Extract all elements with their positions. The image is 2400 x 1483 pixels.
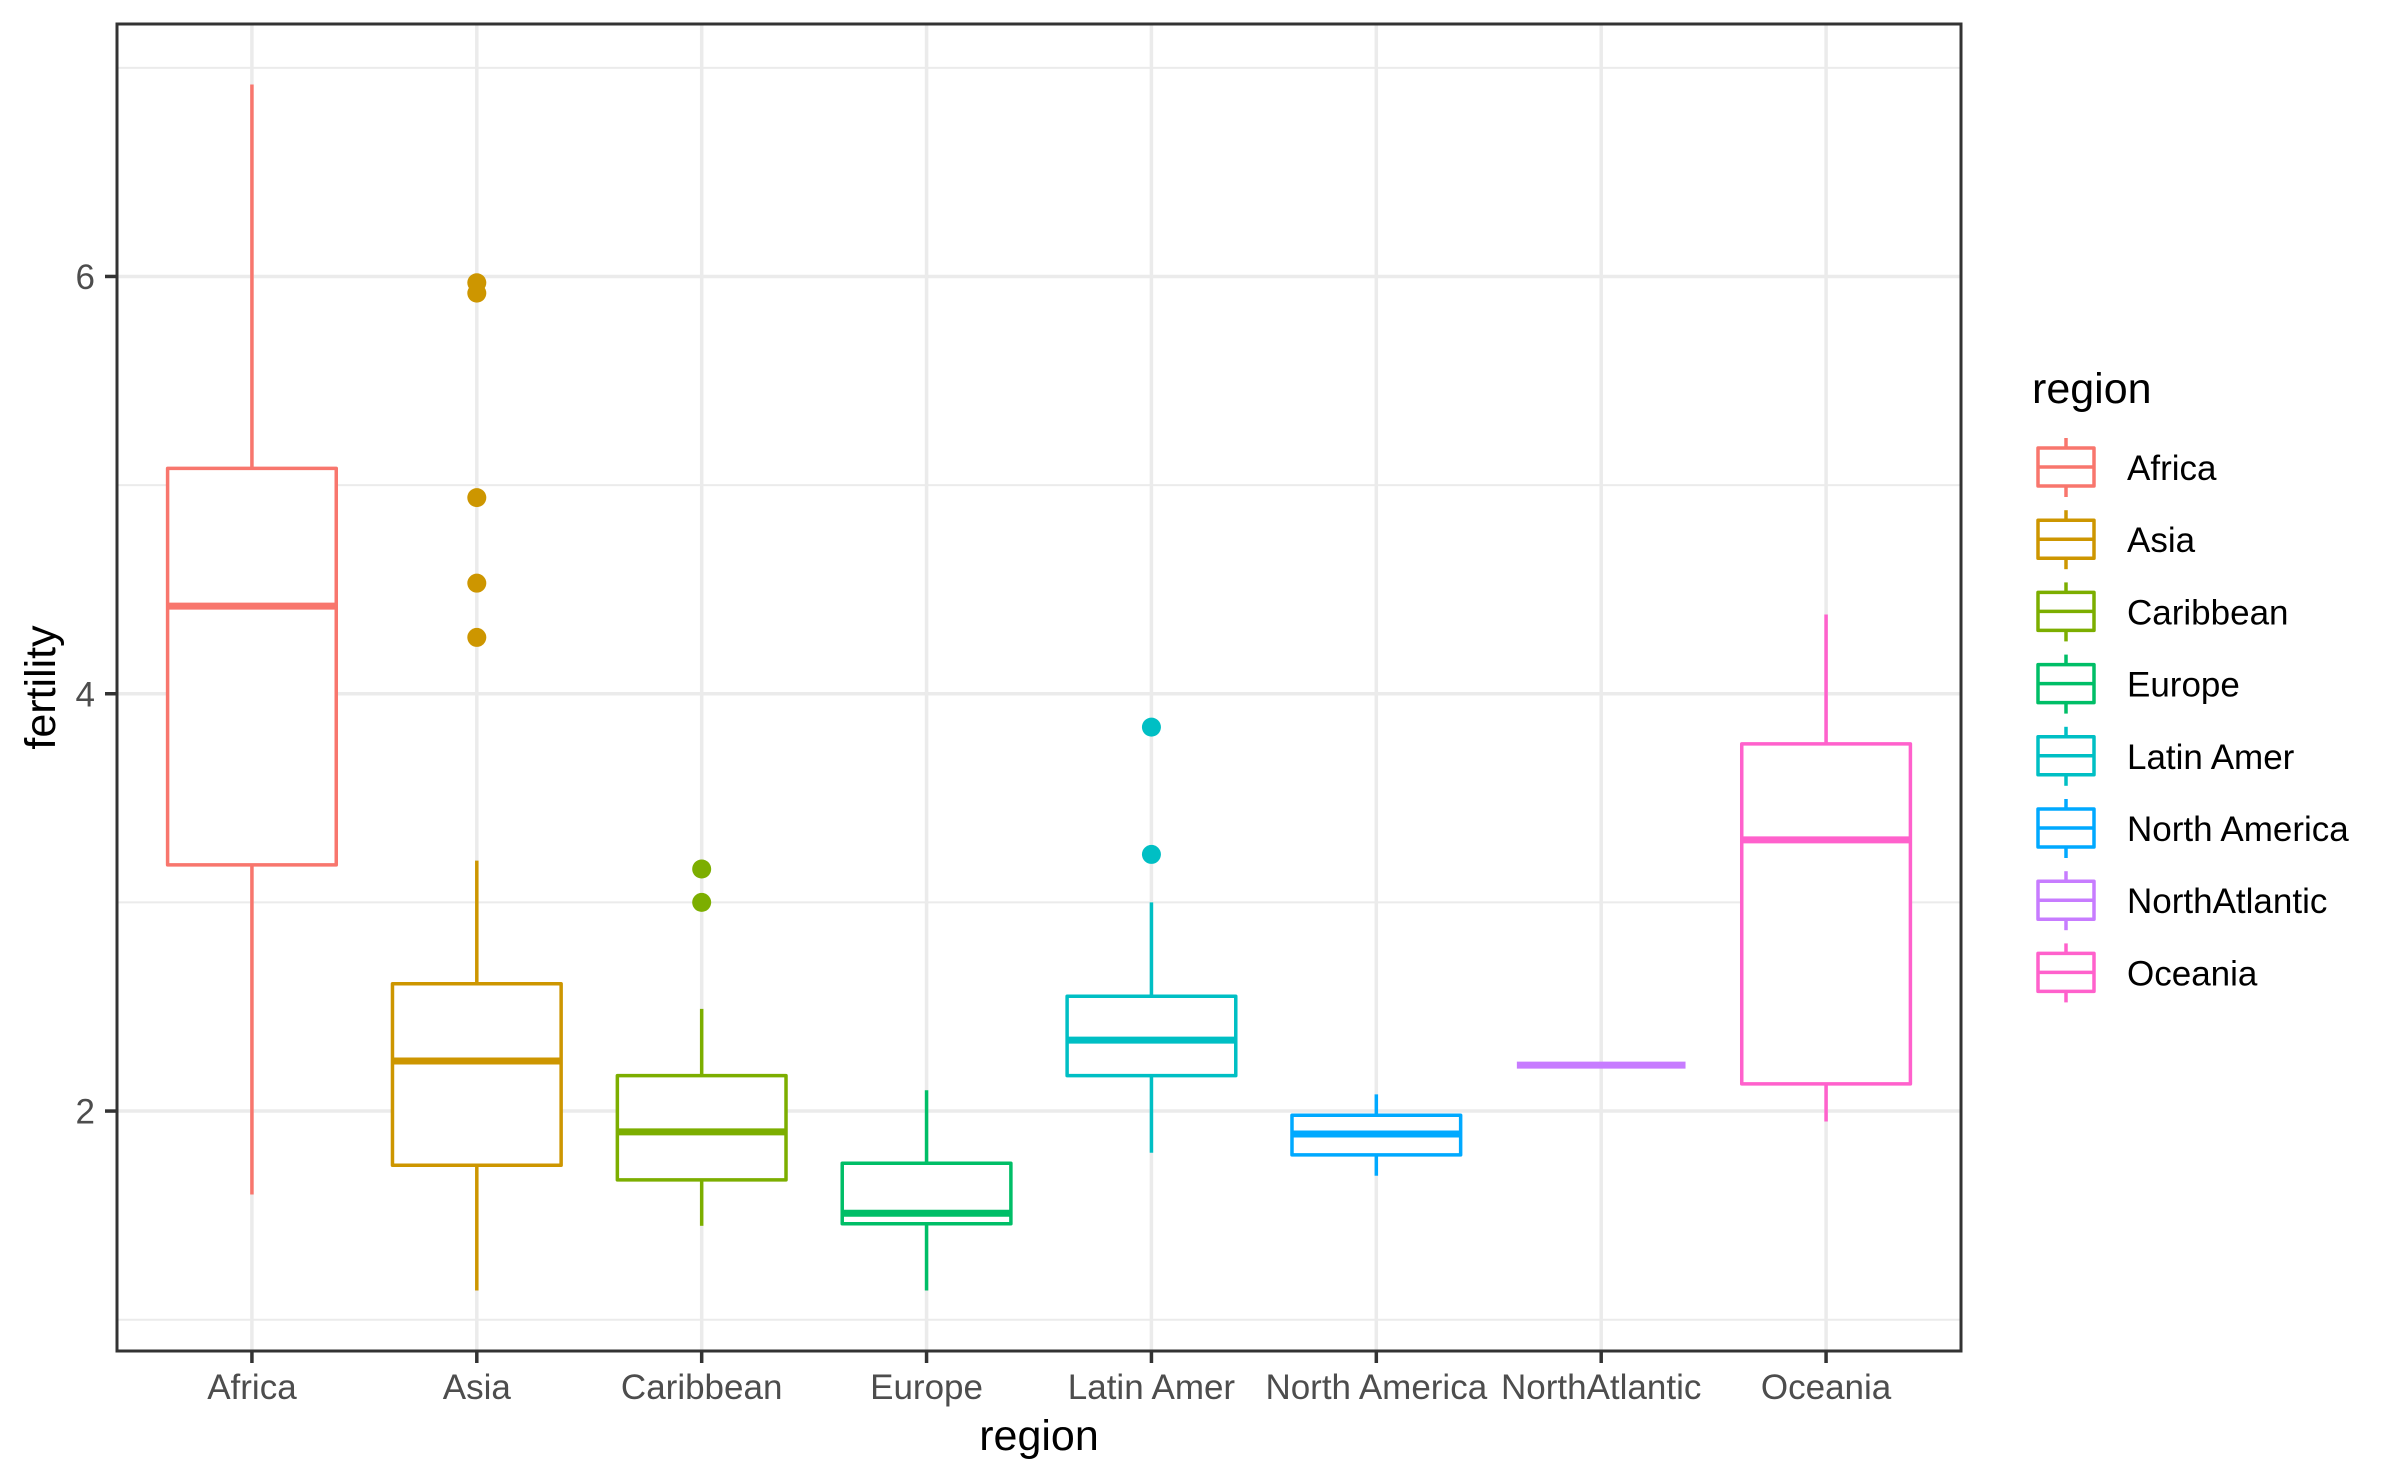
x-axis-title: region bbox=[979, 1412, 1099, 1460]
box-iqr bbox=[390, 982, 563, 1168]
y-tick-label: 2 bbox=[76, 1093, 95, 1132]
box-group-north-america bbox=[1290, 1094, 1463, 1176]
legend-item-northatlantic: NorthAtlantic bbox=[2036, 871, 2327, 931]
legend: region Africa Asia Caribbean Europe Latin Am… bbox=[2032, 365, 2349, 1003]
legend-item-caribbean: Caribbean bbox=[2036, 582, 2289, 642]
outlier-point bbox=[692, 892, 712, 912]
legend-label: Europe bbox=[2127, 666, 2240, 705]
x-tick-label: Europe bbox=[870, 1368, 983, 1407]
x-tick-label: Asia bbox=[443, 1368, 512, 1407]
legend-item-latin-amer: Latin Amer bbox=[2036, 726, 2295, 786]
legend-item-asia: Asia bbox=[2036, 510, 2196, 570]
y-tick-label: 4 bbox=[76, 675, 95, 714]
x-tick-label: North America bbox=[1265, 1368, 1487, 1407]
legend-label: North America bbox=[2127, 810, 2349, 849]
boxes bbox=[165, 84, 1913, 1291]
panel-border bbox=[115, 22, 1963, 1353]
x-tick-label: NorthAtlantic bbox=[1501, 1368, 1701, 1407]
box-group-latin-amer bbox=[1065, 717, 1238, 1153]
x-tick-label: Oceania bbox=[1761, 1368, 1892, 1407]
box-group-oceania bbox=[1739, 614, 1913, 1122]
legend-title: region bbox=[2032, 365, 2152, 413]
x-tick-label: Africa bbox=[207, 1368, 297, 1407]
legend-label: Oceania bbox=[2127, 954, 2258, 993]
legend-item-africa: Africa bbox=[2036, 438, 2217, 497]
box-iqr bbox=[1065, 994, 1238, 1078]
legend-label: NorthAtlantic bbox=[2127, 882, 2327, 921]
box-group-asia bbox=[390, 273, 563, 1291]
legend-label: Caribbean bbox=[2127, 593, 2289, 632]
box-iqr bbox=[1739, 742, 1913, 1086]
outlier-point bbox=[1141, 717, 1161, 737]
axes: 2 4 6 Africa Asia Caribbean Europe Latin Amer No… bbox=[76, 258, 1892, 1407]
legend-label: Latin Amer bbox=[2127, 738, 2295, 777]
outlier-point bbox=[467, 627, 487, 647]
box-iqr bbox=[165, 466, 339, 867]
box-group-africa bbox=[165, 84, 339, 1195]
outlier-point bbox=[467, 283, 487, 303]
outlier-point bbox=[467, 573, 487, 593]
legend-label: Asia bbox=[2127, 521, 2196, 560]
box-group-caribbean bbox=[615, 859, 788, 1226]
x-tick-label: Caribbean bbox=[621, 1368, 783, 1407]
x-tick-label: Latin Amer bbox=[1068, 1368, 1236, 1407]
box-group-europe bbox=[840, 1090, 1013, 1291]
outlier-point bbox=[1141, 844, 1161, 864]
legend-label: Africa bbox=[2127, 449, 2217, 488]
outlier-point bbox=[467, 488, 487, 508]
legend-item-oceania: Oceania bbox=[2036, 943, 2258, 1003]
y-tick-label: 6 bbox=[76, 258, 95, 297]
box-iqr bbox=[615, 1073, 788, 1182]
y-axis-title: fertility bbox=[17, 625, 65, 750]
legend-item-europe: Europe bbox=[2036, 654, 2240, 714]
legend-item-north-america: North America bbox=[2036, 799, 2349, 858]
outlier-point bbox=[692, 859, 712, 879]
